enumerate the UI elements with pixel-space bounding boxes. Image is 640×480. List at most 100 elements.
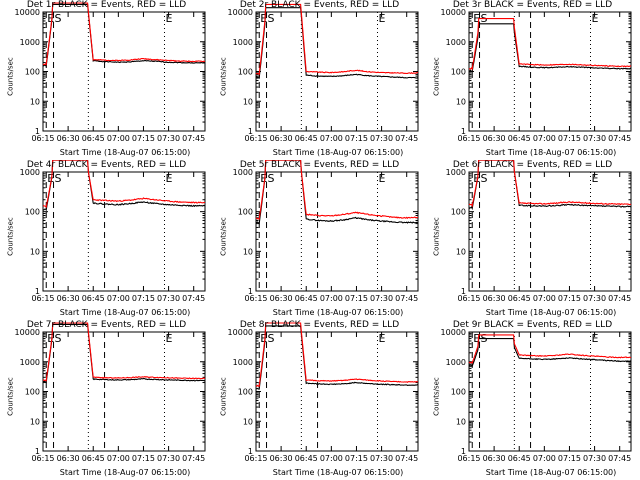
- y-tick-label: 10000: [228, 328, 253, 337]
- x-tick-label: 07:00: [107, 294, 130, 303]
- plot-svg: 1 10 100 1000 06:15 06:30 06:45 07:00 07:15 07:30…: [20, 160, 206, 303]
- x-tick-label: 07:45: [608, 294, 631, 303]
- y-tick-label: 1000: [446, 168, 466, 177]
- lld-series-line: [42, 160, 206, 209]
- x-tick-label: 07:45: [182, 454, 205, 463]
- x-tick-label: 06:45: [82, 294, 105, 303]
- event-marker-label: E: [379, 332, 386, 345]
- x-tick-label: 07:00: [533, 134, 556, 143]
- x-tick-label: 07:30: [157, 294, 180, 303]
- detector-panel: 1 10 100 1000 10000 06:15 06:30 06:45 07:00 07:15…: [0, 0, 213, 160]
- event-marker-label: S: [55, 12, 62, 25]
- plot-svg: 1 10 100 1000 10000 06:15 06:30 06:45 07:00 07:15…: [15, 322, 206, 463]
- x-tick-label: 07:00: [107, 134, 130, 143]
- plot-svg: 1 10 100 1000 10000 06:15 06:30 06:45 07:00 07:15…: [228, 322, 419, 463]
- y-tick-label: 10000: [441, 8, 466, 17]
- plot-frame: [468, 11, 632, 132]
- plot-frame: [42, 11, 206, 132]
- x-tick-label: 07:15: [132, 134, 155, 143]
- x-tick-label: 07:00: [107, 454, 130, 463]
- event-marker-label: S: [268, 172, 275, 185]
- event-marker-label: S: [481, 172, 488, 185]
- y-tick-label: 1: [461, 287, 466, 296]
- y-tick-label: 1000: [20, 38, 40, 47]
- y-tick-label: 100: [25, 208, 40, 217]
- detector-panel: 1 10 100 1000 10000 06:15 06:30 06:45 07:00 07:15…: [426, 0, 639, 160]
- x-tick-label: 07:30: [370, 454, 393, 463]
- y-tick-label: 100: [451, 208, 466, 217]
- y-tick-label: 100: [25, 68, 40, 77]
- x-axis-label: Start Time (18-Aug-07 06:15:00): [485, 308, 617, 317]
- x-axis-label: Start Time (18-Aug-07 06:15:00): [59, 468, 191, 477]
- lld-series-line: [42, 322, 206, 382]
- event-marker-label: E: [166, 172, 173, 185]
- plot-frame: [255, 11, 419, 132]
- y-axis-label: Counts/sec: [219, 217, 228, 256]
- x-tick-label: 06:45: [508, 454, 531, 463]
- y-axis-label: Counts/sec: [432, 377, 441, 416]
- x-axis-label: Start Time (18-Aug-07 06:15:00): [485, 468, 617, 477]
- plot-frame: [42, 171, 206, 292]
- plot-frame: [255, 171, 419, 292]
- y-tick-label: 100: [238, 388, 253, 397]
- y-tick-label: 10: [243, 97, 253, 106]
- x-tick-label: 06:15: [457, 294, 480, 303]
- lld-series-line: [468, 18, 632, 71]
- x-tick-label: 07:45: [395, 134, 418, 143]
- event-marker-label: E: [166, 332, 173, 345]
- y-tick-label: 10: [456, 417, 466, 426]
- x-tick-label: 07:30: [583, 294, 606, 303]
- x-tick-label: 06:30: [483, 134, 506, 143]
- x-tick-label: 07:45: [608, 454, 631, 463]
- y-tick-label: 1000: [233, 168, 253, 177]
- x-tick-label: 06:15: [457, 454, 480, 463]
- event-marker-label: E: [592, 172, 599, 185]
- x-tick-label: 07:15: [345, 294, 368, 303]
- y-tick-label: 10: [456, 247, 466, 256]
- y-axis-label: Counts/sec: [6, 217, 15, 256]
- plot-frame: [468, 331, 632, 452]
- y-tick-label: 1000: [233, 38, 253, 47]
- x-tick-label: 07:00: [320, 294, 343, 303]
- detector-panel: 1 10 100 1000 10000 06:15 06:30 06:45 07:00 07:15…: [213, 0, 426, 160]
- x-tick-label: 07:30: [583, 454, 606, 463]
- x-tick-label: 06:30: [57, 454, 80, 463]
- lld-series-line: [468, 334, 632, 365]
- event-marker-label: E: [260, 12, 267, 25]
- lld-series-line: [42, 2, 206, 66]
- event-marker-label: E: [379, 172, 386, 185]
- detector-panel: 1 10 100 1000 10000 06:15 06:30 06:45 07:00 07:15…: [426, 320, 639, 480]
- detector-panel: 1 10 100 1000 10000 06:15 06:30 06:45 07:00 07:15…: [0, 320, 213, 480]
- y-tick-label: 10: [456, 97, 466, 106]
- x-tick-label: 06:15: [244, 294, 267, 303]
- y-axis-label: Counts/sec: [432, 217, 441, 256]
- x-tick-label: 07:45: [395, 454, 418, 463]
- event-marker-label: E: [166, 12, 173, 25]
- event-marker-label: E: [47, 172, 54, 185]
- y-tick-label: 10: [243, 417, 253, 426]
- y-tick-label: 10: [30, 417, 40, 426]
- x-tick-label: 07:30: [583, 134, 606, 143]
- events-series-line: [468, 23, 632, 73]
- y-axis-label: Counts/sec: [6, 377, 15, 416]
- panel-title: Det 7r BLACK = Events, RED = LLD: [26, 320, 187, 330]
- y-axis-label: Counts/sec: [219, 377, 228, 416]
- x-tick-label: 07:45: [182, 134, 205, 143]
- y-tick-label: 100: [25, 388, 40, 397]
- y-axis-label: Counts/sec: [219, 57, 228, 96]
- event-marker-label: E: [260, 332, 267, 345]
- x-axis-label: Start Time (18-Aug-07 06:15:00): [59, 148, 191, 157]
- event-marker-label: E: [379, 12, 386, 25]
- y-tick-label: 1000: [20, 358, 40, 367]
- y-tick-label: 1: [35, 447, 40, 456]
- x-tick-label: 06:45: [82, 134, 105, 143]
- events-series-line: [255, 325, 419, 390]
- plot-frame: [468, 171, 632, 292]
- y-tick-label: 1: [461, 447, 466, 456]
- event-marker-label: E: [47, 332, 54, 345]
- lld-series-line: [255, 322, 419, 387]
- y-tick-label: 10000: [228, 8, 253, 17]
- x-tick-label: 06:45: [295, 294, 318, 303]
- x-axis-label: Start Time (18-Aug-07 06:15:00): [272, 308, 404, 317]
- x-tick-label: 06:15: [244, 134, 267, 143]
